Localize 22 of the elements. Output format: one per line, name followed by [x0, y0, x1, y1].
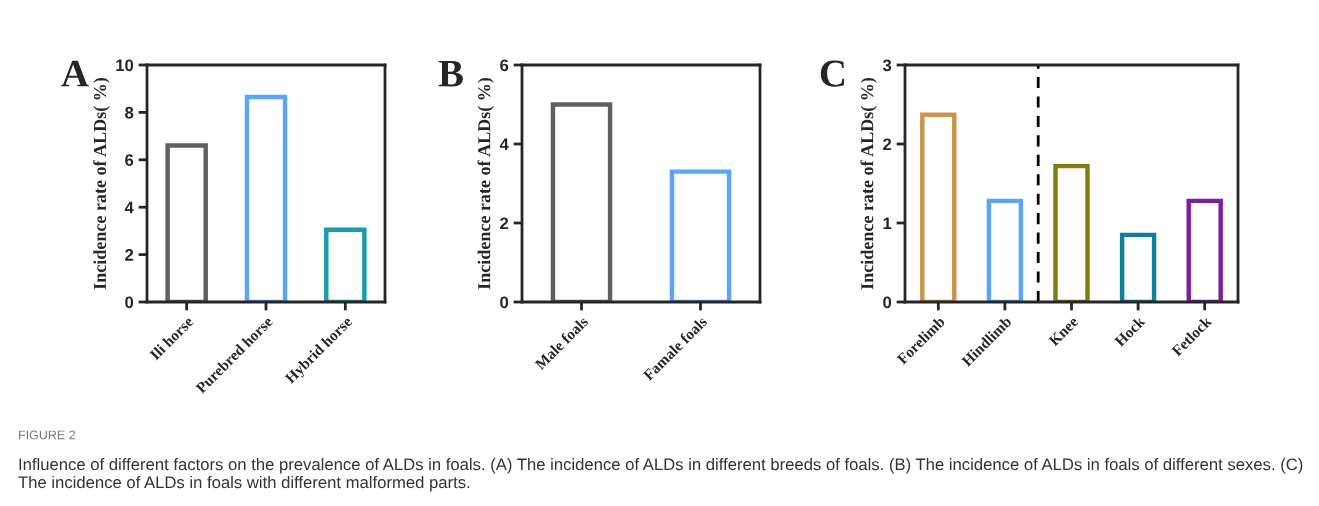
y-tick-label: 4: [124, 201, 134, 214]
y-axis-title: Incidence rate of ALDs( %): [93, 77, 110, 290]
text: Influence of different factors on the prevalence of ALDs in foals. (A) The incidence of ALDs in different breeds of foals. (B) The incidence of ALDs in foals of different sexes. (C) The incidence of ALDs in foals with different malformed parts.: [18, 458, 1303, 492]
y-tick-label: 2: [500, 217, 509, 230]
y-tick-label: 2: [883, 138, 892, 151]
y-tick-label: 2: [125, 249, 134, 261]
y-tick-label: 1: [883, 217, 892, 230]
y-tick-label: 0: [125, 296, 134, 309]
y-tick-label: 10: [116, 59, 134, 72]
chart-title: C: [820, 60, 845, 87]
y-tick-label: 6: [500, 59, 509, 72]
y-tick-label: 0: [500, 296, 509, 309]
y-tick-label: 8: [125, 106, 134, 119]
y-tick-label: 6: [125, 154, 134, 166]
chart-title: B: [438, 60, 463, 87]
y-tick-label: 0: [883, 296, 892, 309]
y-tick-label: 3: [882, 59, 892, 72]
y-axis-title: Incidence rate of ALDs( %): [860, 77, 877, 290]
y-axis-title: Incidence rate of ALDs( %): [477, 77, 494, 290]
y-tick-label: 4: [499, 138, 509, 151]
chart-title: A: [61, 60, 89, 87]
caption: FIGURE 2: [19, 430, 76, 440]
